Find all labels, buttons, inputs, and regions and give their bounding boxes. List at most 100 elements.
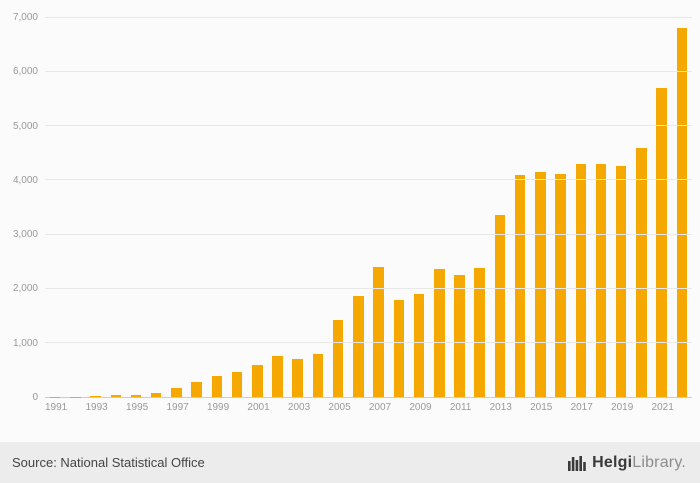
- bars-container: [45, 18, 692, 397]
- bar-slot-2017: [571, 18, 591, 397]
- helgi-library-logo[interactable]: HelgiLibrary.: [568, 454, 686, 472]
- x-tick-label-1996: [148, 402, 166, 416]
- bar-slot-1996: [146, 18, 166, 397]
- bar-2005: [332, 320, 344, 397]
- bar-slot-2003: [288, 18, 308, 397]
- logo-helgi: Helgi: [592, 453, 633, 471]
- x-tick-label-2018: [593, 402, 611, 416]
- y-tick-label: 2,000: [12, 283, 38, 295]
- x-tick-label-2008: [391, 402, 409, 416]
- x-tick-label-2019: 2019: [611, 402, 634, 413]
- bar-slot-2021: [652, 18, 672, 397]
- bar-2007: [373, 267, 384, 397]
- x-tick-label-1998: [189, 402, 207, 416]
- bar-2000: [231, 371, 243, 397]
- bar-slot-2020: [631, 18, 651, 397]
- x-tick-label-2009: 2009: [409, 402, 432, 413]
- bar-slot-2009: [409, 18, 429, 397]
- bar-1998: [191, 381, 202, 397]
- x-tick-label-2001: 2001: [247, 402, 270, 413]
- bar-slot-2008: [389, 18, 409, 397]
- gridline: [45, 179, 692, 181]
- bar-slot-1995: [126, 18, 146, 397]
- bar-2016: [555, 174, 566, 397]
- bar-2021: [656, 88, 667, 397]
- x-tick-label-2006: [351, 402, 369, 416]
- bar-2011: [454, 274, 465, 397]
- bar-slot-2010: [429, 18, 449, 397]
- bar-1994: [110, 395, 122, 397]
- bar-2020: [636, 147, 647, 397]
- bar-2009: [413, 293, 425, 397]
- x-tick-label-2020: [633, 402, 651, 416]
- bar-1993: [90, 395, 101, 397]
- y-tick-label: 6,000: [12, 66, 38, 78]
- bar-slot-2012: [470, 18, 490, 397]
- bar-slot-1998: [187, 18, 207, 397]
- x-tick-label-2010: [432, 402, 450, 416]
- bar-2018: [595, 163, 607, 397]
- x-tick-label-2003: 2003: [287, 402, 311, 413]
- bar-1996: [150, 392, 162, 397]
- x-tick-label-2007: 2007: [368, 402, 392, 413]
- x-tick-label-1994: [108, 402, 126, 416]
- bar-slot-1991: [45, 18, 65, 397]
- bar-slot-2014: [510, 18, 530, 397]
- bar-2003: [292, 359, 303, 397]
- bar-slot-2013: [490, 18, 510, 397]
- bar-slot-1992: [65, 18, 85, 397]
- x-tick-label-1993: 1993: [85, 402, 108, 413]
- logo-library: Library: [632, 453, 682, 471]
- bar-slot-2007: [369, 18, 389, 397]
- bar-slot-2015: [530, 18, 550, 397]
- x-tick-label-2004: [310, 402, 328, 416]
- bar-slot-2016: [550, 18, 570, 397]
- bar-slot-1999: [207, 18, 227, 397]
- x-tick-label-2011: 2011: [449, 402, 472, 413]
- x-axis-labels: 1991 1993 1995 1997 1999 2001 2003 2005 2007 2009…: [45, 402, 692, 416]
- bar-1999: [211, 375, 223, 397]
- y-tick-label: 3,000: [12, 229, 38, 241]
- x-tick-label-2002: [270, 402, 288, 416]
- x-tick-label-1999: 1999: [206, 402, 230, 413]
- bar-2006: [353, 295, 364, 397]
- bar-slot-2019: [611, 18, 631, 397]
- bar-slot-2001: [247, 18, 267, 397]
- x-tick-label-2015: 2015: [530, 402, 553, 413]
- bar-2013: [494, 214, 506, 397]
- gridline: [45, 287, 692, 289]
- gridline: [45, 125, 692, 127]
- x-tick-label-1991: 1991: [45, 402, 68, 413]
- y-tick-label: 7,000: [12, 12, 38, 23]
- y-tick-label: 1,000: [12, 337, 38, 349]
- bar-slot-2002: [267, 18, 287, 397]
- y-axis-labels: 0 1,000 2,000 3,000 4,000 5,000 6,000 7,000: [0, 12, 40, 403]
- bar-slot-2018: [591, 18, 611, 397]
- bar-slot-2000: [227, 18, 247, 397]
- bar-slot-1997: [166, 18, 186, 397]
- bar-2019: [615, 166, 627, 397]
- source-text: Source: National Statistical Office: [12, 455, 205, 470]
- bar-2002: [272, 355, 283, 397]
- bar-chart: 0 1,000 2,000 3,000 4,000 5,000 6,000 7,000 199…: [0, 12, 692, 416]
- y-tick-label: 4,000: [12, 174, 38, 186]
- bar-2008: [393, 299, 405, 397]
- y-tick-label: 5,000: [12, 120, 38, 132]
- bar-slot-2004: [308, 18, 328, 397]
- gridline: [45, 341, 692, 343]
- x-tick-label-2016: [552, 402, 570, 416]
- x-tick-label-2021: 2021: [651, 402, 674, 413]
- bar-1997: [171, 388, 182, 397]
- x-tick-label-2022: [674, 402, 692, 416]
- bar-2012: [474, 267, 485, 397]
- x-tick-label-2005: 2005: [328, 402, 351, 413]
- bar-2022: [676, 27, 688, 397]
- x-tick-label-2012: [471, 402, 489, 416]
- bar-2010: [434, 269, 445, 397]
- x-tick-label-1992: [67, 402, 85, 416]
- bar-slot-2011: [449, 18, 469, 397]
- bar-slot-2022: [672, 18, 692, 397]
- x-tick-label-2014: [512, 402, 530, 416]
- gridline: [45, 71, 692, 73]
- bar-2001: [252, 364, 263, 397]
